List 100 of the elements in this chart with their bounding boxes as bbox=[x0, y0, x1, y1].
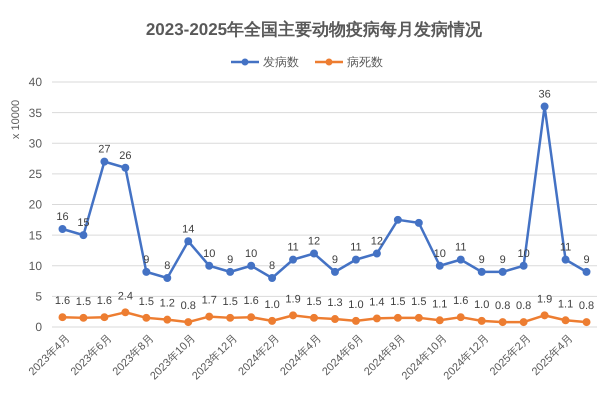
data-label: 1.5 bbox=[138, 296, 154, 308]
point bbox=[582, 318, 590, 326]
data-label: 9 bbox=[227, 254, 234, 266]
point bbox=[414, 314, 423, 322]
point bbox=[352, 256, 360, 264]
y-tick-label: 40 bbox=[28, 75, 42, 90]
point bbox=[394, 216, 402, 224]
data-label: 1.0 bbox=[348, 298, 364, 311]
point bbox=[79, 231, 88, 240]
data-label: 1.9 bbox=[285, 293, 301, 306]
data-label: 26 bbox=[119, 150, 132, 162]
point bbox=[436, 262, 444, 270]
point bbox=[394, 314, 402, 322]
data-label: 8 bbox=[269, 260, 276, 272]
data-label: 1.4 bbox=[369, 296, 385, 308]
point bbox=[205, 312, 214, 321]
point bbox=[436, 316, 444, 324]
data-label: 1.0 bbox=[474, 298, 490, 311]
point bbox=[121, 164, 130, 172]
data-label: 1.6 bbox=[54, 295, 70, 308]
data-label: 12 bbox=[370, 236, 384, 248]
point bbox=[372, 250, 381, 258]
data-label: 1.1 bbox=[432, 298, 448, 310]
data-label: 14 bbox=[182, 223, 194, 236]
y-tick-label: 10 bbox=[28, 258, 42, 273]
data-label: 2.4 bbox=[118, 290, 134, 302]
data-label: 10 bbox=[245, 248, 258, 260]
data-label: 1.5 bbox=[76, 296, 92, 308]
legend-label: 发病数 bbox=[263, 55, 299, 70]
data-label: 1.6 bbox=[96, 295, 112, 308]
point bbox=[478, 316, 486, 325]
point bbox=[247, 262, 256, 270]
data-label: 0.8 bbox=[578, 300, 594, 312]
point bbox=[498, 268, 507, 276]
point bbox=[331, 268, 339, 276]
data-label: 11 bbox=[350, 242, 362, 254]
data-label: 0.8 bbox=[180, 300, 196, 312]
point bbox=[498, 318, 507, 326]
data-label: 1.3 bbox=[327, 297, 343, 310]
point bbox=[562, 316, 570, 324]
data-label: 27 bbox=[98, 144, 111, 156]
data-label: 1.6 bbox=[453, 295, 468, 308]
point bbox=[268, 274, 276, 282]
point bbox=[540, 311, 549, 320]
y-tick-label: 0 bbox=[35, 320, 42, 334]
y-tick-label: 20 bbox=[28, 198, 42, 212]
data-label: 1.0 bbox=[264, 298, 280, 311]
point bbox=[121, 308, 130, 316]
data-label: 12 bbox=[308, 236, 320, 248]
point bbox=[58, 313, 66, 322]
y-tick-label: 5 bbox=[35, 290, 42, 304]
point bbox=[268, 316, 276, 325]
point bbox=[352, 316, 360, 325]
point bbox=[100, 313, 108, 322]
point bbox=[520, 262, 528, 270]
data-label: 0.8 bbox=[516, 300, 532, 312]
data-label: 9 bbox=[500, 254, 506, 266]
data-label: 1.5 bbox=[390, 296, 406, 308]
point bbox=[184, 237, 192, 246]
point bbox=[184, 318, 192, 326]
point bbox=[226, 314, 234, 322]
point bbox=[456, 256, 465, 264]
data-label: 1.5 bbox=[222, 296, 238, 308]
data-label: 1.6 bbox=[243, 295, 259, 308]
point bbox=[289, 256, 298, 264]
point bbox=[310, 314, 318, 322]
data-label: 8 bbox=[164, 260, 170, 272]
data-label: 16 bbox=[56, 211, 69, 223]
data-label: 9 bbox=[478, 254, 485, 266]
data-label: 1.9 bbox=[536, 293, 552, 306]
data-label: 9 bbox=[332, 254, 338, 266]
point bbox=[100, 158, 108, 166]
data-label: 11 bbox=[287, 242, 299, 254]
point bbox=[331, 315, 339, 324]
point bbox=[205, 262, 214, 270]
point bbox=[226, 268, 234, 276]
data-label: 36 bbox=[538, 88, 551, 100]
data-label: 0.8 bbox=[495, 300, 510, 312]
point bbox=[163, 274, 172, 282]
legend-label: 病死数 bbox=[347, 55, 383, 70]
y-tick-label: 25 bbox=[28, 167, 42, 182]
point bbox=[58, 225, 66, 233]
data-label: 11 bbox=[455, 242, 466, 254]
y-tick-label: 15 bbox=[28, 228, 42, 242]
point bbox=[540, 102, 549, 110]
data-label: 1.5 bbox=[306, 296, 322, 308]
data-label: 10 bbox=[203, 248, 216, 260]
point bbox=[372, 314, 381, 322]
data-label: 1.7 bbox=[202, 294, 217, 307]
point bbox=[456, 313, 465, 322]
point bbox=[142, 268, 150, 276]
chart-title: 2023-2025年全国主要动物疫病每月发病情况 bbox=[146, 20, 484, 39]
point bbox=[520, 318, 528, 326]
data-label: 9 bbox=[583, 254, 590, 266]
point bbox=[478, 268, 486, 276]
y-tick-label: 30 bbox=[28, 136, 42, 150]
point bbox=[247, 313, 256, 322]
data-label: 1.2 bbox=[160, 298, 175, 310]
y-axis-title: x 10000 bbox=[10, 100, 22, 140]
point bbox=[582, 268, 590, 276]
